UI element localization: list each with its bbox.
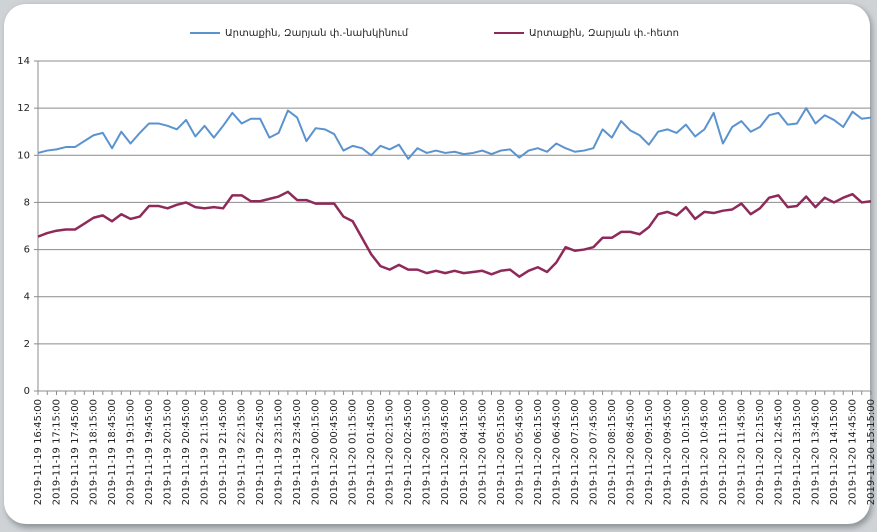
- x-tick-label: 2019-11-20 06:45:00: [551, 399, 562, 505]
- x-tick-label: 2019-11-20 11:45:00: [736, 399, 747, 505]
- x-tick-label: 2019-11-20 03:45:00: [440, 399, 451, 505]
- y-tick-label: 4: [24, 292, 30, 303]
- x-tick-label: 2019-11-19 17:45:00: [70, 399, 81, 505]
- y-tick-label: 0: [24, 386, 30, 397]
- x-tick-label: 2019-11-19 20:45:00: [181, 399, 192, 505]
- x-tick-label: 2019-11-20 04:45:00: [477, 399, 488, 505]
- x-tick-label: 2019-11-20 13:45:00: [810, 399, 821, 505]
- y-tick-label: 14: [17, 56, 30, 67]
- x-tick-label: 2019-11-20 12:15:00: [755, 399, 766, 505]
- x-tick-label: 2019-11-20 06:15:00: [533, 399, 544, 505]
- x-tick-label: 2019-11-20 10:45:00: [699, 399, 710, 505]
- x-tick-label: 2019-11-20 09:15:00: [644, 399, 655, 505]
- x-tick-label: 2019-11-19 22:15:00: [237, 399, 248, 505]
- x-tick-label: 2019-11-20 07:15:00: [570, 399, 581, 505]
- x-tick-label: 2019-11-20 14:45:00: [847, 399, 858, 505]
- x-tick-label: 2019-11-20 13:15:00: [792, 399, 803, 505]
- x-tick-label: 2019-11-20 10:15:00: [681, 399, 692, 505]
- line-series: [37, 107, 872, 160]
- y-tick-label: 8: [24, 197, 30, 208]
- x-tick-label: 2019-11-20 02:45:00: [403, 399, 414, 505]
- y-tick-label: 2: [24, 339, 30, 350]
- y-tick-label: 12: [17, 103, 30, 114]
- x-tick-label: 2019-11-20 08:15:00: [607, 399, 618, 505]
- legend-label: Արտաքին, Զարյան փ.-հետո: [529, 28, 679, 39]
- x-tick-label: 2019-11-20 09:45:00: [662, 399, 673, 505]
- x-tick-label: 2019-11-20 05:45:00: [514, 399, 525, 505]
- x-tick-label: 2019-11-20 02:15:00: [385, 399, 396, 505]
- x-tick-label: 2019-11-20 04:15:00: [459, 399, 470, 505]
- x-tick-label: 2019-11-20 12:45:00: [773, 399, 784, 505]
- x-tick-label: 2019-11-19 19:15:00: [126, 399, 137, 505]
- x-tick-label: 2019-11-20 08:45:00: [625, 399, 636, 505]
- x-tick-label: 2019-11-20 07:45:00: [588, 399, 599, 505]
- x-tick-label: 2019-11-19 18:15:00: [89, 399, 100, 505]
- x-tick-label: 2019-11-19 21:15:00: [200, 399, 211, 505]
- x-tick-label: 2019-11-20 01:45:00: [366, 399, 377, 505]
- x-tick-label: 2019-11-20 11:15:00: [718, 399, 729, 505]
- x-tick-label: 2019-11-19 23:15:00: [274, 399, 285, 505]
- x-tick-label: 2019-11-20 00:45:00: [329, 399, 340, 505]
- x-tick-label: 2019-11-19 19:45:00: [144, 399, 155, 505]
- y-tick-label: 10: [17, 150, 30, 161]
- x-tick-label: 2019-11-19 17:15:00: [52, 399, 63, 505]
- y-tick-label: 6: [24, 245, 30, 256]
- x-tick-label: 2019-11-20 03:15:00: [422, 399, 433, 505]
- x-tick-label: 2019-11-19 23:45:00: [292, 399, 303, 505]
- x-tick-label: 2019-11-20 05:15:00: [496, 399, 507, 505]
- x-tick-label: 2019-11-20 01:15:00: [348, 399, 359, 505]
- x-tick-label: 2019-11-19 18:45:00: [107, 399, 118, 505]
- x-tick-label: 2019-11-19 16:45:00: [33, 399, 44, 505]
- x-tick-label: 2019-11-20 14:15:00: [829, 399, 840, 505]
- x-tick-label: 2019-11-19 21:45:00: [218, 399, 229, 505]
- chart-card: [4, 4, 870, 524]
- x-tick-label: 2019-11-20 15:15:00: [866, 399, 877, 505]
- legend-label: Արտաքին, Զարյան փ.-նախկինում: [225, 28, 409, 39]
- x-tick-label: 2019-11-20 00:15:00: [311, 399, 322, 505]
- x-tick-label: 2019-11-19 22:45:00: [255, 399, 266, 505]
- line-series: [37, 190, 872, 278]
- x-tick-label: 2019-11-19 20:15:00: [163, 399, 174, 505]
